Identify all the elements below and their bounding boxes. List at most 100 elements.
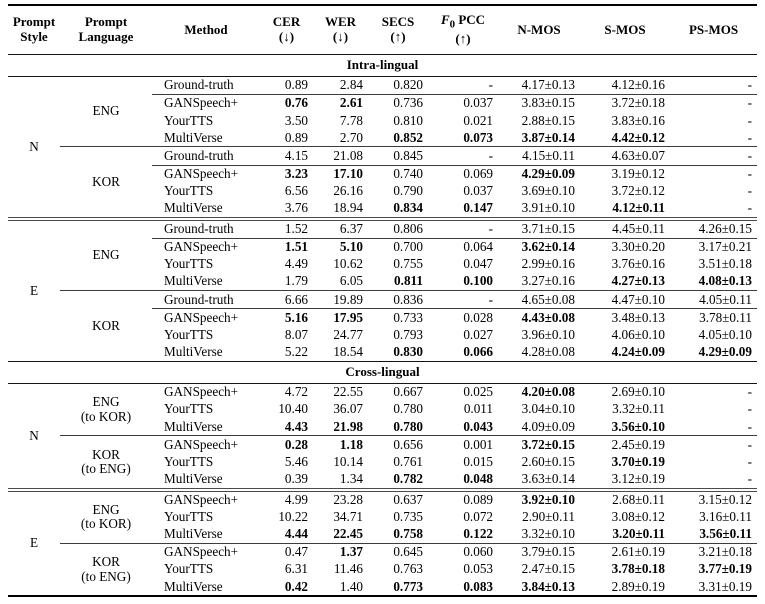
table-row: E ENG Ground-truth 1.52 6.37 0.806-3.71±0.15 4… [8, 216, 757, 362]
value-cell: 4.24±0.09 [611, 343, 665, 359]
value-cell: 1.52 [260, 216, 313, 239]
value-cell: 4.44 [284, 526, 308, 542]
table-body: Intra-lingual N ENG Ground-truth 0.89 2.84 0.8… [8, 53, 757, 597]
value-cell: 3.48±0.13 [580, 308, 670, 327]
value-cell: 18.54 [333, 343, 363, 359]
value-cell: 3.32±0.11 [612, 401, 665, 417]
section-row: Intra-lingual [8, 53, 757, 77]
value-cell: 3.92±0.10 [498, 487, 580, 509]
value-cell: 2.69±0.10 [611, 384, 665, 400]
language-label: ENG [92, 103, 120, 119]
method-cell: GANSpeech+ [152, 543, 260, 562]
section-title: Intra-lingual [8, 53, 757, 77]
value-cell: 0.667 [393, 384, 423, 400]
method-cell: Ground-truth [164, 77, 234, 93]
value-cell: 3.70±0.19 [611, 453, 665, 469]
table-row: N ENG Ground-truth 0.89 2.84 0.820 - 4.17±0.13 4… [8, 76, 757, 153]
value-cell: 0.700 [368, 237, 428, 257]
value-cell: 0.656 [368, 435, 428, 454]
table-row: YourTTS 3.50 7.78 0.810 0.021 2.88±0.15 3.83±0… [8, 112, 757, 129]
value-cell: - [670, 164, 757, 183]
language-direction-label: (to ENG) [81, 568, 131, 584]
table-row: YourTTS 6.56 26.16 0.790 0.037 3.69±0.10 3.72±… [8, 183, 757, 200]
value-cell: 3.72±0.15 [498, 435, 580, 454]
prompt-language-cell: KOR (to ENG) [60, 543, 152, 597]
value-cell: 0.100 [463, 273, 493, 289]
col-header-s-mos: S-MOS [604, 21, 646, 37]
method-cell: MultiVerse [164, 129, 223, 145]
value-cell: 0.028 [428, 308, 498, 327]
col-header-ps-mos: PS-MOS [688, 21, 739, 37]
method-cell: MultiVerse [164, 578, 223, 594]
value-cell: 0.060 [428, 543, 498, 562]
value-cell: 0.830 [393, 343, 423, 359]
value-cell: 4.45±0.11 [580, 216, 670, 239]
value-cell: 0.122 [463, 526, 493, 542]
value-cell: 4.15±0.11 [498, 146, 580, 166]
value-cell: 0.811 [394, 273, 423, 289]
value-cell: 0.836 [368, 290, 428, 309]
value-cell: 3.30±0.20 [580, 237, 670, 257]
method-cell: YourTTS [164, 112, 214, 128]
language-label: ENG [92, 247, 120, 263]
table-row: YourTTS 4.49 10.62 0.755 0.047 2.99±0.16 3.76±… [8, 256, 757, 273]
prompt-language-cell: KOR (to ENG) [60, 435, 152, 490]
method-cell: YourTTS [164, 561, 214, 577]
col-header-cer: CER (↓) [260, 5, 313, 54]
col-header-prompt-language: Prompt Language [78, 14, 134, 45]
value-cell: 0.027 [463, 326, 493, 342]
value-cell: 3.21±0.18 [670, 543, 757, 562]
value-cell: 2.88±0.15 [521, 112, 575, 128]
value-cell: 0.048 [463, 470, 493, 486]
prompt-language-cell: ENG [60, 216, 152, 291]
value-cell: 0.810 [393, 112, 423, 128]
value-cell: - [747, 418, 752, 434]
prompt-style-cell: E [8, 216, 60, 362]
value-cell: 4.15 [260, 146, 313, 166]
value-cell: 3.20±0.11 [612, 526, 665, 542]
method-cell: MultiVerse [164, 273, 223, 289]
col-header-n-mos: N-MOS [517, 21, 561, 37]
method-cell: GANSpeech+ [152, 487, 260, 509]
value-cell: - [428, 216, 498, 239]
value-cell: - [747, 453, 752, 469]
value-cell: 3.56±0.10 [611, 418, 665, 434]
value-cell: - [747, 384, 752, 400]
value-cell: 18.94 [333, 200, 363, 216]
value-cell: 3.91±0.10 [521, 200, 575, 216]
value-cell: 3.63±0.14 [521, 470, 575, 486]
value-cell: 0.89 [284, 129, 308, 145]
prompt-language-cell: KOR [60, 146, 152, 219]
value-cell: 0.852 [393, 129, 423, 145]
method-cell: YourTTS [164, 509, 214, 525]
value-cell: 3.17±0.21 [670, 237, 757, 257]
value-cell: 2.47±0.15 [521, 561, 575, 577]
value-cell: 2.60±0.15 [521, 453, 575, 469]
table-row: MultiVerse 5.22 18.54 0.830 0.066 4.28±0.08 4.… [8, 344, 757, 362]
language-label: KOR [92, 173, 120, 189]
table-row: YourTTS 6.31 11.46 0.763 0.053 2.47±0.15 3.78±… [8, 561, 757, 578]
value-cell: 4.42±0.12 [611, 129, 665, 145]
value-cell: 5.46 [284, 453, 308, 469]
value-cell: 1.40 [339, 578, 363, 594]
prompt-language-cell: ENG [60, 76, 152, 146]
down-arrow-icon: (↓) [278, 29, 295, 45]
up-arrow-icon: (↑) [455, 31, 471, 47]
value-cell: 0.066 [463, 343, 493, 359]
value-cell: 2.99±0.16 [521, 256, 575, 272]
value-cell: 5.16 [260, 308, 313, 327]
value-cell: 4.05±0.10 [698, 326, 752, 342]
method-cell: MultiVerse [164, 418, 223, 434]
value-cell: 2.45±0.19 [580, 435, 670, 454]
value-cell: 1.34 [339, 470, 363, 486]
section-title: Cross-lingual [8, 360, 757, 385]
col-header-f0-pcc: F0 PCC (↑) [428, 5, 498, 54]
value-cell: - [747, 112, 752, 128]
value-cell: - [747, 470, 752, 486]
value-cell: 0.47 [260, 543, 313, 562]
value-cell: 0.011 [463, 401, 493, 417]
method-cell: GANSpeech+ [152, 237, 260, 257]
value-cell: 22.45 [333, 526, 363, 542]
value-cell: 0.755 [393, 256, 423, 272]
value-cell: 26.16 [333, 182, 363, 198]
